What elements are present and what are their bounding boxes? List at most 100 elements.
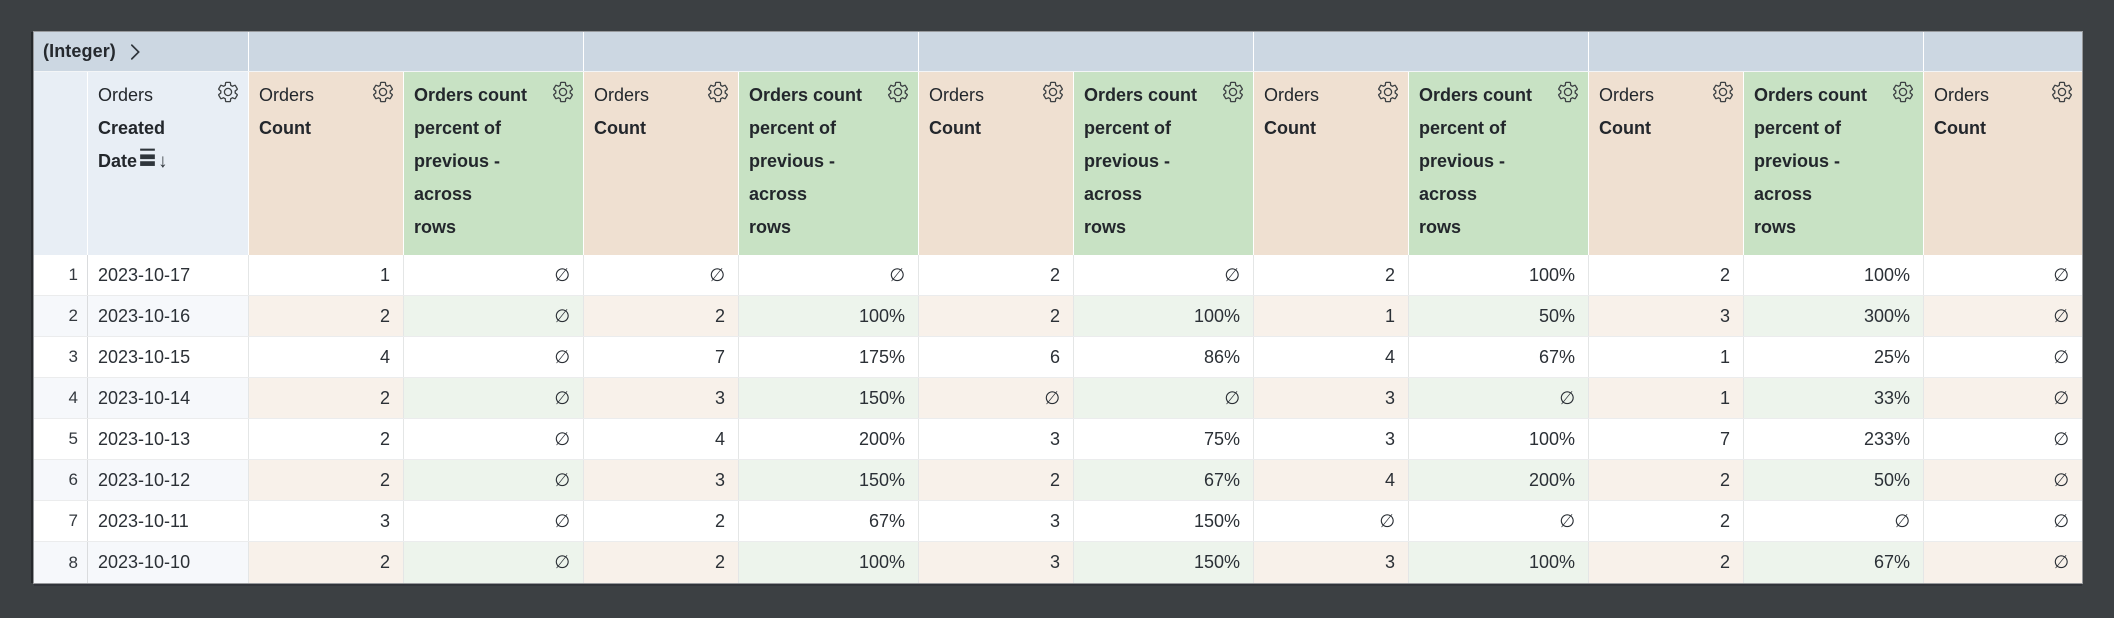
percent-value-cell[interactable]: 150% — [1074, 542, 1254, 583]
count-value-cell[interactable]: 3 — [1254, 542, 1409, 583]
gear-icon[interactable] — [1556, 80, 1580, 104]
percent-value-cell[interactable]: 67% — [1409, 337, 1589, 377]
percent-value-cell[interactable]: ∅ — [1074, 378, 1254, 418]
count-value-cell[interactable]: ∅ — [1254, 501, 1409, 541]
count-value-cell[interactable]: 7 — [584, 337, 739, 377]
count-value-cell[interactable]: ∅ — [1924, 419, 2082, 459]
count-value-cell[interactable]: 2 — [1589, 255, 1744, 295]
percent-value-cell[interactable]: 75% — [1074, 419, 1254, 459]
column-header-orders-count[interactable]: Orders Count — [1924, 72, 2082, 255]
percent-value-cell[interactable]: 100% — [739, 542, 919, 583]
percent-value-cell[interactable]: 100% — [739, 296, 919, 336]
count-value-cell[interactable]: ∅ — [1924, 337, 2082, 377]
gear-icon[interactable] — [551, 80, 575, 104]
percent-value-cell[interactable]: ∅ — [404, 419, 584, 459]
gear-icon[interactable] — [1041, 80, 1065, 104]
percent-value-cell[interactable]: 175% — [739, 337, 919, 377]
column-header-orders-count[interactable]: Orders Count — [1254, 72, 1409, 255]
date-cell[interactable]: 2023-10-15 — [88, 337, 249, 377]
count-value-cell[interactable]: 3 — [919, 501, 1074, 541]
percent-value-cell[interactable]: 67% — [1074, 460, 1254, 500]
count-value-cell[interactable]: ∅ — [1924, 378, 2082, 418]
count-value-cell[interactable]: 3 — [249, 501, 404, 541]
date-cell[interactable]: 2023-10-12 — [88, 460, 249, 500]
gear-icon[interactable] — [2050, 80, 2074, 104]
count-value-cell[interactable]: 1 — [1254, 296, 1409, 336]
percent-value-cell[interactable]: ∅ — [1744, 501, 1924, 541]
percent-value-cell[interactable]: ∅ — [404, 255, 584, 295]
percent-value-cell[interactable]: ∅ — [404, 296, 584, 336]
gear-icon[interactable] — [371, 80, 395, 104]
count-value-cell[interactable]: ∅ — [1924, 501, 2082, 541]
column-header-orders-count-percent-of-previous[interactable]: Orders count percent of previous - acros… — [404, 72, 584, 255]
percent-value-cell[interactable]: ∅ — [1409, 378, 1589, 418]
count-value-cell[interactable]: 2 — [1254, 255, 1409, 295]
percent-value-cell[interactable]: 100% — [1409, 542, 1589, 583]
percent-value-cell[interactable]: 25% — [1744, 337, 1924, 377]
gear-icon[interactable] — [1221, 80, 1245, 104]
percent-value-cell[interactable]: ∅ — [404, 542, 584, 583]
column-header-orders-count[interactable]: Orders Count — [1589, 72, 1744, 255]
count-value-cell[interactable]: ∅ — [1924, 255, 2082, 295]
count-value-cell[interactable]: 2 — [919, 460, 1074, 500]
pivot-field-cell[interactable]: (Integer) — [34, 32, 249, 71]
column-header-orders-count-percent-of-previous[interactable]: Orders count percent of previous - acros… — [1409, 72, 1589, 255]
count-value-cell[interactable]: 2 — [249, 460, 404, 500]
count-value-cell[interactable]: 3 — [1589, 296, 1744, 336]
gear-icon[interactable] — [886, 80, 910, 104]
count-value-cell[interactable]: 4 — [249, 337, 404, 377]
gear-icon[interactable] — [1376, 80, 1400, 104]
percent-value-cell[interactable]: 100% — [1074, 296, 1254, 336]
count-value-cell[interactable]: 2 — [919, 296, 1074, 336]
percent-value-cell[interactable]: 67% — [739, 501, 919, 541]
column-header-orders-count[interactable]: Orders Count — [919, 72, 1074, 255]
date-cell[interactable]: 2023-10-10 — [88, 542, 249, 583]
count-value-cell[interactable]: 2 — [919, 255, 1074, 295]
count-value-cell[interactable]: 3 — [1254, 419, 1409, 459]
count-value-cell[interactable]: 2 — [1589, 501, 1744, 541]
percent-value-cell[interactable]: ∅ — [404, 378, 584, 418]
date-cell[interactable]: 2023-10-16 — [88, 296, 249, 336]
count-value-cell[interactable]: 2 — [584, 296, 739, 336]
column-header-orders-count-percent-of-previous[interactable]: Orders count percent of previous - acros… — [739, 72, 919, 255]
count-value-cell[interactable]: 2 — [1589, 542, 1744, 583]
percent-value-cell[interactable]: 50% — [1744, 460, 1924, 500]
percent-value-cell[interactable]: ∅ — [739, 255, 919, 295]
date-cell[interactable]: 2023-10-11 — [88, 501, 249, 541]
count-value-cell[interactable]: 2 — [249, 542, 404, 583]
count-value-cell[interactable]: 4 — [584, 419, 739, 459]
gear-icon[interactable] — [706, 80, 730, 104]
count-value-cell[interactable]: ∅ — [919, 378, 1074, 418]
percent-value-cell[interactable]: 50% — [1409, 296, 1589, 336]
date-cell[interactable]: 2023-10-13 — [88, 419, 249, 459]
count-value-cell[interactable]: 2 — [1589, 460, 1744, 500]
percent-value-cell[interactable]: 150% — [739, 460, 919, 500]
count-value-cell[interactable]: 4 — [1254, 460, 1409, 500]
count-value-cell[interactable]: ∅ — [584, 255, 739, 295]
gear-icon[interactable] — [216, 80, 240, 104]
column-header-orders-count-percent-of-previous[interactable]: Orders count percent of previous - acros… — [1744, 72, 1924, 255]
percent-value-cell[interactable]: 200% — [1409, 460, 1589, 500]
count-value-cell[interactable]: ∅ — [1924, 296, 2082, 336]
column-header-orders-count-percent-of-previous[interactable]: Orders count percent of previous - acros… — [1074, 72, 1254, 255]
count-value-cell[interactable]: 3 — [919, 542, 1074, 583]
count-value-cell[interactable]: 7 — [1589, 419, 1744, 459]
percent-value-cell[interactable]: 233% — [1744, 419, 1924, 459]
count-value-cell[interactable]: 1 — [1589, 337, 1744, 377]
percent-value-cell[interactable]: ∅ — [404, 337, 584, 377]
count-value-cell[interactable]: 2 — [249, 296, 404, 336]
column-header-orders-count[interactable]: Orders Count — [249, 72, 404, 255]
percent-value-cell[interactable]: ∅ — [404, 460, 584, 500]
count-value-cell[interactable]: 2 — [584, 542, 739, 583]
percent-value-cell[interactable]: 150% — [739, 378, 919, 418]
chevron-right-icon[interactable] — [124, 41, 146, 63]
column-header-orders-count[interactable]: Orders Count — [584, 72, 739, 255]
count-value-cell[interactable]: 3 — [584, 460, 739, 500]
percent-value-cell[interactable]: ∅ — [404, 501, 584, 541]
count-value-cell[interactable]: 4 — [1254, 337, 1409, 377]
count-value-cell[interactable]: 2 — [249, 419, 404, 459]
gear-icon[interactable] — [1711, 80, 1735, 104]
percent-value-cell[interactable]: 300% — [1744, 296, 1924, 336]
count-value-cell[interactable]: 2 — [249, 378, 404, 418]
percent-value-cell[interactable]: 100% — [1409, 255, 1589, 295]
